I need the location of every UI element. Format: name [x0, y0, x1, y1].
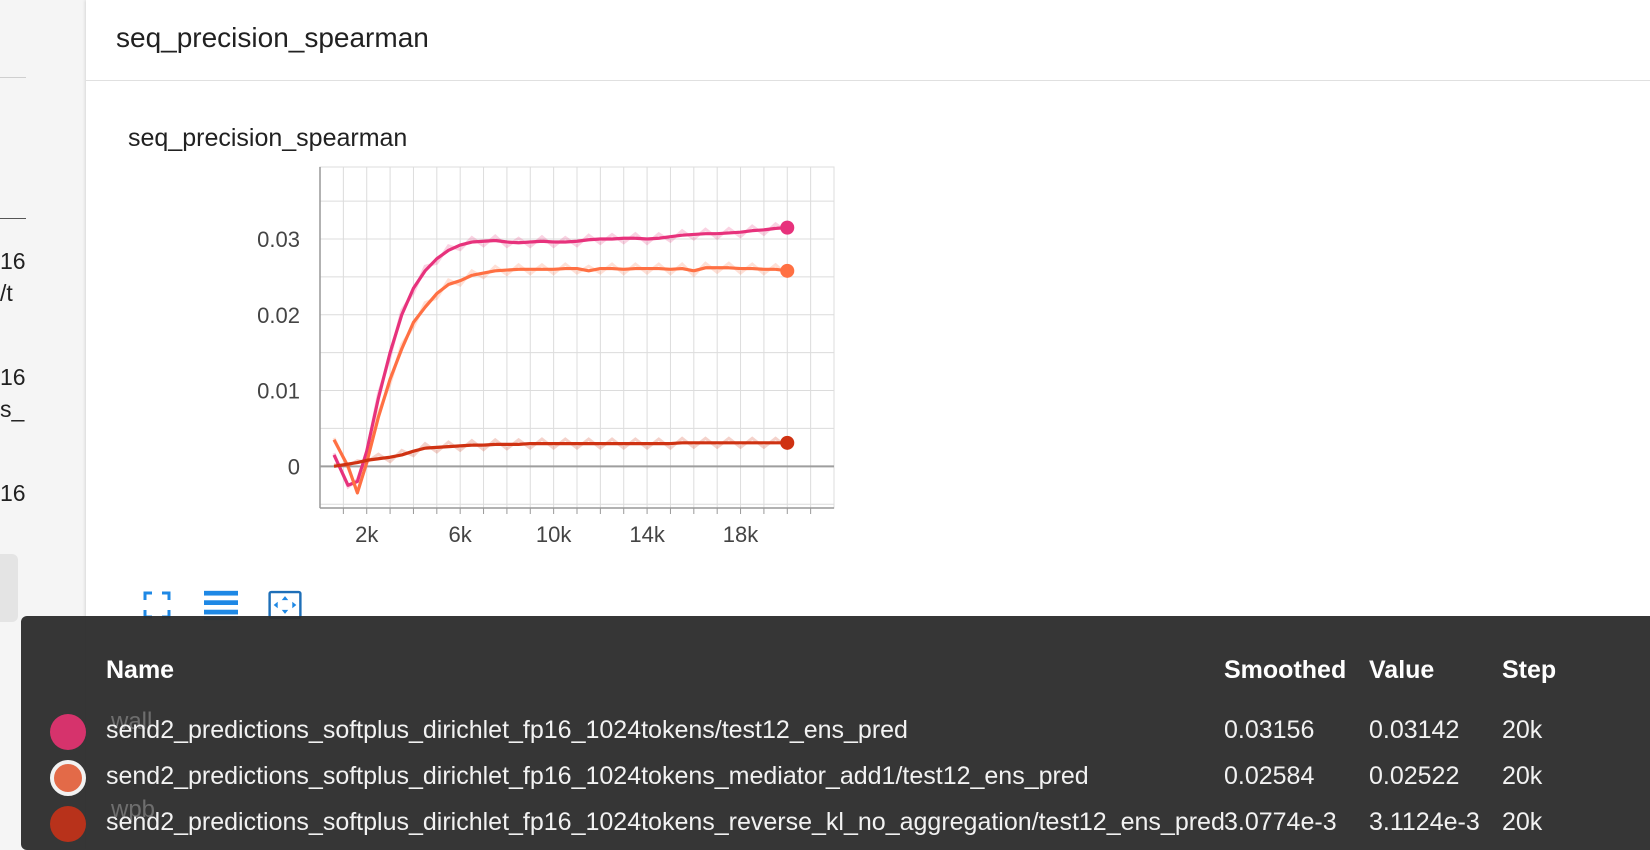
- sidebar-divider: [0, 218, 26, 219]
- y-tick-label: 0.02: [257, 303, 300, 328]
- x-axis-ticks: 2k 6k 10k 14k 18k: [355, 522, 759, 547]
- tooltip-header-value: Value: [1369, 656, 1435, 684]
- sidebar-run-label[interactable]: /t: [0, 280, 13, 306]
- tooltip-run-name: send2_predictions_softplus_dirichlet_fp1…: [106, 762, 1089, 790]
- series-color-dot: [50, 806, 86, 842]
- background-text: wpb: [111, 796, 156, 823]
- x-tick-label: 10k: [536, 522, 572, 547]
- x-tick-label: 6k: [449, 522, 473, 547]
- fullscreen-icon: [143, 591, 171, 619]
- x-tick-label: 2k: [355, 522, 379, 547]
- tooltip-smoothed-value: 0.02584: [1224, 762, 1315, 790]
- y-axis-ticks: 0 0.01 0.02 0.03: [257, 227, 300, 479]
- series-line: [333, 441, 788, 468]
- tooltip-step: 20k: [1502, 808, 1543, 836]
- x-tick-label: 18k: [723, 522, 759, 547]
- tooltip-row: send2_predictions_softplus_dirichlet_fp1…: [21, 804, 1650, 848]
- series-end-point: [780, 220, 795, 235]
- sidebar-run-label[interactable]: 16: [0, 364, 26, 390]
- tooltip-step: 20k: [1502, 762, 1543, 790]
- tooltip-step: 20k: [1502, 716, 1543, 744]
- tooltip-raw-value: 0.03142: [1369, 716, 1460, 744]
- series-end-point: [780, 263, 795, 278]
- tooltip-header-smoothed: Smoothed: [1224, 656, 1347, 684]
- chart-grid: [319, 166, 835, 514]
- group-title: seq_precision_spearman: [116, 22, 429, 53]
- x-tick-label: 14k: [629, 522, 665, 547]
- tooltip-header-name: Name: [106, 656, 175, 684]
- sidebar-run-label[interactable]: 16: [0, 248, 26, 274]
- tooltip-run-name: send2_predictions_softplus_dirichlet_fp1…: [106, 808, 1225, 836]
- y-tick-label: 0.03: [257, 227, 300, 252]
- tooltip-smoothed-value: 0.03156: [1224, 716, 1315, 744]
- line-chart[interactable]: 2k 6k 10k 14k 18k 0 0.01 0.02 0.03: [172, 160, 892, 580]
- sidebar-run-label[interactable]: s_: [0, 396, 25, 422]
- series-line: [332, 226, 788, 487]
- sidebar-button[interactable]: [0, 554, 18, 622]
- series-color-dot: [50, 714, 86, 750]
- series-end-point: [780, 435, 795, 450]
- chart-tooltip: wall wpb Name Smoothed Value Step send2_…: [21, 616, 1650, 850]
- chart-title: seq_precision_spearman: [128, 124, 408, 152]
- tooltip-raw-value: 3.1124e-3: [1369, 808, 1480, 836]
- series-color-dot: [50, 760, 86, 796]
- series-raw-line: [332, 261, 789, 496]
- background-text: wall: [111, 708, 153, 735]
- tooltip-run-name: send2_predictions_softplus_dirichlet_fp1…: [106, 716, 908, 744]
- tooltip-row: send2_predictions_softplus_dirichlet_fp1…: [21, 758, 1650, 802]
- expand-chart-button[interactable]: [140, 588, 174, 622]
- group-header[interactable]: seq_precision_spearman: [86, 0, 1650, 81]
- tooltip-header-step: Step: [1502, 656, 1557, 684]
- chart-series: [332, 220, 795, 496]
- tooltip-smoothed-value: 3.0774e-3: [1224, 808, 1337, 836]
- tooltip-raw-value: 0.02522: [1369, 762, 1460, 790]
- sidebar-divider: [0, 77, 26, 78]
- series-line: [332, 266, 788, 495]
- tooltip-row: send2_predictions_softplus_dirichlet_fp1…: [21, 712, 1650, 756]
- y-tick-label: 0: [288, 454, 300, 479]
- sidebar-run-label[interactable]: 16: [0, 480, 26, 506]
- y-tick-label: 0.01: [257, 379, 300, 404]
